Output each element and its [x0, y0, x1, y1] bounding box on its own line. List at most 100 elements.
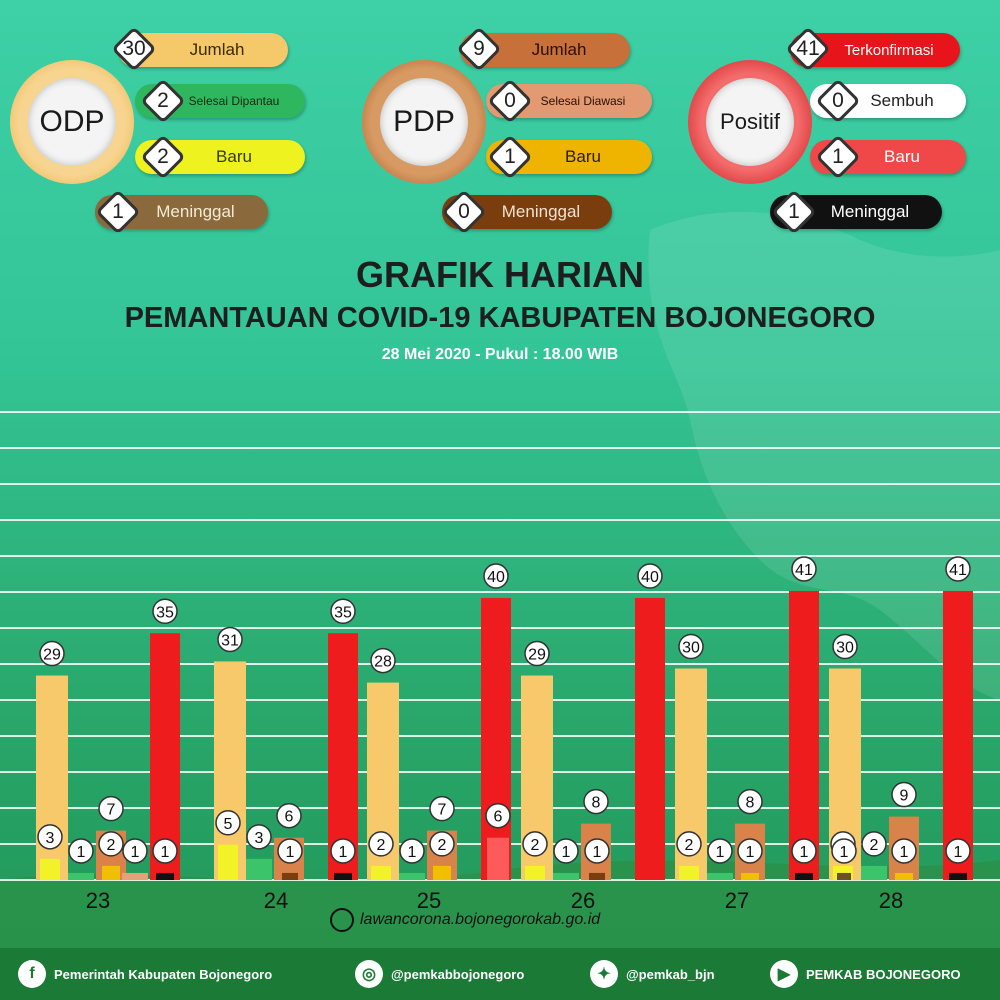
x-tick-label: 27	[725, 888, 749, 910]
value-bubble	[122, 838, 148, 864]
bar-odp-baru	[679, 865, 699, 880]
value-bubble	[152, 598, 178, 624]
bar-odp-selesai	[553, 872, 579, 880]
bar-positif-meninggal	[795, 872, 813, 880]
value-label: 1	[161, 844, 170, 861]
bar-positif-total	[481, 598, 511, 880]
odp-baru-value: 2	[157, 145, 169, 168]
footer-youtube[interactable]: ▶ PEMKAB BOJONEGORO	[770, 960, 961, 988]
value-bubble	[945, 556, 971, 582]
value-label: 41	[949, 562, 967, 579]
twitter-text: @pemkab_bjn	[626, 966, 715, 982]
value-label: 6	[285, 809, 294, 826]
value-label: 9	[900, 788, 909, 805]
value-bubble	[217, 626, 243, 653]
positif-baru-value: 1	[832, 145, 844, 168]
value-bubble	[429, 795, 455, 822]
value-bubble	[945, 838, 971, 864]
value-bubble	[707, 838, 733, 864]
bar-pdp-baru	[741, 872, 759, 880]
bar-pdp-baru	[102, 865, 120, 880]
value-bubble	[737, 838, 763, 864]
x-tick-label: 24	[264, 888, 288, 910]
footer-instagram[interactable]: ◎ @pemkabbojonegoro	[355, 960, 524, 988]
value-bubble	[861, 831, 887, 857]
positif-sembuh-value: 0	[832, 89, 844, 112]
bar-odp-total	[214, 661, 246, 880]
positif-ring: Positif	[688, 60, 812, 184]
value-label: 1	[339, 844, 348, 861]
value-label: 40	[641, 569, 659, 586]
bar-odp-selesai	[68, 872, 94, 880]
positif-sembuh-pill: Sembuh	[810, 84, 966, 118]
value-bubble	[399, 838, 425, 864]
bar-odp-meninggal	[837, 872, 851, 880]
bar-positif-total	[789, 590, 819, 880]
x-tick-label: 23	[86, 888, 110, 910]
value-label: 7	[107, 802, 116, 819]
value-label: 2	[438, 837, 447, 854]
value-bubble	[39, 640, 65, 667]
website-link[interactable]: lawancorona.bojonegorokab.go.id	[330, 908, 600, 932]
pdp-selesai-label: Selesai Diawasi	[540, 94, 626, 108]
bar-odp-selesai	[399, 872, 425, 880]
value-label: 1	[77, 844, 86, 861]
pdp-selesai-value: 0	[504, 89, 516, 112]
bar-pdp-meninggal	[282, 872, 298, 880]
value-label: 1	[900, 844, 909, 861]
positif-baru-label: Baru	[884, 147, 920, 166]
positif-baru-badge: 1	[815, 134, 861, 180]
positif-label: Positif	[706, 78, 794, 166]
value-label: 29	[528, 647, 546, 664]
facebook-icon: f	[18, 960, 46, 988]
value-label: 1	[716, 844, 725, 861]
value-bubble	[483, 563, 509, 589]
bar-pdp-selesai	[122, 872, 148, 880]
value-label: 1	[286, 844, 295, 861]
bar-odp-baru	[218, 844, 238, 880]
value-bubble	[831, 838, 857, 864]
odp-ring: ODP	[10, 60, 134, 184]
value-label: 3	[255, 830, 264, 847]
bar-odp-baru	[525, 865, 545, 880]
value-label: 7	[438, 802, 447, 819]
positif-terkonfirmasi-value: 41	[796, 37, 820, 60]
youtube-text: PEMKAB BOJONEGORO	[806, 966, 961, 982]
odp-selesai-value: 2	[157, 89, 169, 112]
pdp-meninggal-badge: 0	[441, 189, 487, 235]
bar-positif-meninggal	[334, 872, 352, 880]
bar-positif-total	[635, 598, 665, 880]
value-label: 3	[46, 830, 55, 847]
pdp-baru-value: 1	[504, 145, 516, 168]
value-label: 40	[487, 569, 505, 586]
pdp-meninggal-value: 0	[458, 200, 470, 223]
value-label: 1	[593, 844, 602, 861]
value-bubble	[368, 831, 394, 857]
value-bubble	[524, 640, 550, 667]
value-bubble	[277, 838, 303, 864]
chart-title: GRAFIK HARIAN	[356, 254, 644, 295]
value-bubble	[678, 633, 704, 660]
value-bubble	[330, 838, 356, 864]
footer-twitter[interactable]: ✦ @pemkab_bjn	[590, 960, 715, 988]
positif-terkonfirmasi-label: Terkonfirmasi	[844, 41, 934, 59]
twitter-icon: ✦	[590, 960, 618, 988]
instagram-text: @pemkabbojonegoro	[391, 966, 525, 982]
value-label: 2	[685, 837, 694, 854]
odp-selesai-label: Selesai Dipantau	[188, 94, 280, 108]
value-bubble	[370, 647, 396, 674]
footer-facebook[interactable]: f Pemerintah Kabupaten Bojonegoro	[18, 960, 272, 988]
odp-baru-badge: 2	[140, 134, 186, 180]
pdp-baru-badge: 1	[487, 134, 533, 180]
value-bubble	[98, 831, 124, 857]
odp-meninggal-badge: 1	[95, 189, 141, 235]
odp-meninggal-value: 1	[112, 200, 124, 223]
value-label: 1	[800, 844, 809, 861]
value-label: 29	[43, 647, 61, 664]
bar-positif-total	[943, 590, 973, 880]
value-label: 8	[746, 795, 755, 812]
bar-odp-selesai	[246, 858, 272, 880]
value-label: 1	[408, 844, 417, 861]
pdp-baru-label: Baru	[565, 147, 601, 166]
